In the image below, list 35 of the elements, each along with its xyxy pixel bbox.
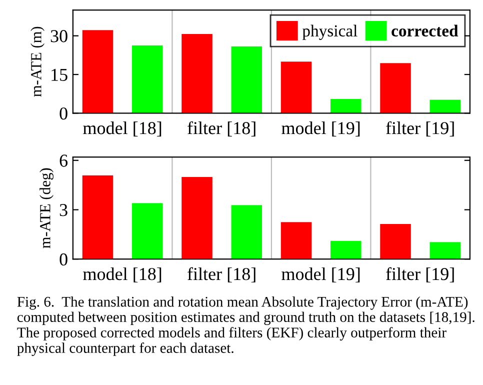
bar bbox=[132, 45, 163, 114]
bar bbox=[231, 46, 262, 114]
x-tick-label: model [19] bbox=[282, 122, 360, 136]
bar bbox=[430, 242, 461, 260]
y-tick-label: 3 bbox=[60, 204, 68, 216]
legend-label: physical bbox=[302, 24, 358, 40]
legend-label: corrected bbox=[392, 24, 458, 37]
bar bbox=[182, 176, 212, 260]
bar bbox=[182, 34, 212, 114]
y-tick-label: 15 bbox=[52, 68, 68, 81]
x-tick-label: filter [19] bbox=[386, 121, 454, 136]
x-tick-label: filter [18] bbox=[188, 267, 256, 282]
bar bbox=[280, 62, 312, 114]
y-tick-label: 30 bbox=[50, 30, 68, 42]
bar bbox=[380, 224, 411, 260]
x-tick-label: model [18] bbox=[83, 122, 162, 136]
bar bbox=[430, 100, 461, 114]
bar bbox=[231, 205, 262, 260]
caption: Fig. 6. The translation and rotation mean Absolute Trajectory Error (m-ATE) computed between position estimates and ground truth on the datasets [18,19]. The proposed corrected models and filters (EKF) clearly outperform their physical counterpart for each dataset. bbox=[17, 296, 474, 356]
y-axis-title: m-ATE (m) bbox=[30, 26, 44, 97]
bar bbox=[132, 203, 163, 260]
bar bbox=[380, 63, 411, 114]
y-tick-label: 0 bbox=[60, 107, 68, 120]
bar bbox=[280, 222, 312, 260]
x-tick-label: model [18] bbox=[83, 267, 162, 282]
y-axis-title: m-ATE (deg) bbox=[40, 168, 54, 248]
bar bbox=[330, 99, 362, 114]
x-tick-label: filter [19] bbox=[386, 267, 454, 282]
y-tick-label: 6 bbox=[60, 154, 68, 167]
x-tick-label: model [19] bbox=[282, 267, 360, 282]
y-tick-label: 0 bbox=[60, 253, 68, 266]
bar bbox=[330, 240, 362, 260]
bar bbox=[82, 30, 114, 114]
x-tick-label: filter [18] bbox=[188, 121, 256, 136]
bar bbox=[82, 175, 114, 260]
